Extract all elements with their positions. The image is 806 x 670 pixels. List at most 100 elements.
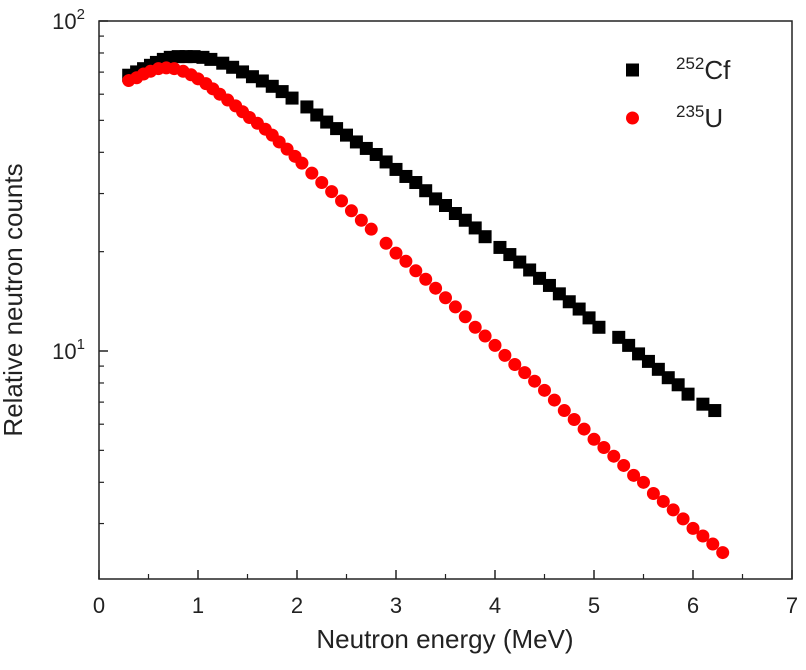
data-point-circle [439, 291, 452, 305]
data-point-square [419, 184, 433, 198]
data-point-square [661, 371, 675, 385]
data-point-square [369, 147, 383, 161]
data-point-square [340, 128, 353, 142]
data-point-square [439, 199, 452, 212]
data-point-circle [716, 546, 730, 560]
x-tick-label: 0 [93, 593, 105, 618]
data-point-square [572, 302, 586, 316]
data-point-square [310, 108, 324, 122]
data-point-square [389, 162, 403, 176]
data-point-circle [508, 358, 522, 372]
data-point-circle [538, 383, 551, 397]
data-point-square [349, 135, 363, 149]
data-point-square [429, 192, 443, 206]
data-point-circle [468, 320, 482, 334]
data-point-circle [488, 338, 502, 352]
data-point-circle [696, 529, 710, 543]
x-tick-label: 5 [588, 593, 600, 618]
data-point-square [255, 74, 269, 88]
data-point-circle [478, 329, 492, 343]
data-point-square [468, 221, 482, 235]
x-tick-label: 1 [192, 593, 204, 618]
data-point-circle [344, 204, 358, 218]
data-point-circle [676, 512, 690, 526]
data-point-circle [587, 432, 601, 446]
data-point-square [236, 65, 250, 79]
data-point-square [330, 122, 344, 136]
data-point-square [562, 295, 576, 309]
legend-marker-circle [626, 111, 639, 125]
data-point-square [448, 207, 462, 221]
data-point-square [216, 56, 230, 70]
data-point-circle [656, 494, 670, 508]
data-point-square [265, 79, 279, 93]
data-point-square [681, 387, 695, 401]
data-point-circle [637, 475, 650, 489]
data-point-circle [429, 281, 443, 295]
x-tick-label: 3 [390, 593, 402, 618]
data-point-square [696, 397, 710, 411]
data-point-circle [706, 537, 720, 551]
data-point-square [641, 354, 655, 368]
x-axis-title: Neutron energy (MeV) [316, 624, 573, 654]
legend-marker-square [626, 63, 639, 77]
data-point-square [622, 338, 636, 352]
data-point-circle [325, 185, 339, 199]
data-point-square [592, 320, 606, 334]
data-point-square [300, 100, 314, 114]
data-point-square [582, 311, 596, 325]
data-point-circle [627, 468, 641, 482]
data-point-circle [577, 422, 591, 436]
data-point-circle [607, 449, 621, 463]
data-point-circle [379, 236, 393, 250]
data-point-circle [686, 521, 700, 535]
data-point-circle [335, 194, 349, 208]
data-point-circle [617, 458, 631, 472]
data-point-square [478, 230, 492, 244]
data-point-square [612, 330, 626, 344]
data-point-square [513, 255, 527, 269]
data-point-circle [547, 393, 561, 407]
data-point-square [632, 347, 646, 361]
data-point-square [523, 263, 537, 277]
data-point-circle [295, 156, 309, 170]
series-0 [122, 50, 722, 418]
data-point-circle [305, 166, 319, 180]
data-point-circle [567, 413, 581, 427]
data-point-circle [448, 300, 462, 314]
data-point-circle [399, 254, 413, 268]
data-point-square [275, 85, 289, 99]
data-point-circle [458, 310, 472, 324]
legend-label: 235U [676, 102, 723, 133]
data-point-square [320, 115, 334, 129]
x-tick-label: 7 [786, 593, 798, 618]
data-point-square [379, 155, 393, 169]
data-point-circle [389, 246, 403, 260]
data-point-square [245, 70, 259, 84]
data-point-circle [518, 366, 532, 380]
data-point-square [226, 60, 240, 74]
x-tick-label: 2 [291, 593, 303, 618]
data-point-circle [646, 486, 660, 500]
y-tick-label: 101 [52, 336, 85, 364]
x-tick-label: 6 [687, 593, 699, 618]
legend-label: 252Cf [676, 54, 731, 85]
data-point-square [708, 404, 722, 418]
data-point-circle [419, 272, 433, 286]
data-point-square [493, 240, 507, 254]
data-point-circle [528, 374, 542, 388]
data-point-circle [557, 404, 571, 418]
data-point-circle [409, 264, 423, 278]
data-point-square [552, 287, 566, 301]
data-point-square [204, 52, 218, 66]
data-point-square [651, 362, 665, 376]
data-point-circle [498, 348, 512, 362]
data-marks [122, 50, 730, 560]
data-point-circle [354, 213, 368, 227]
data-point-square [503, 248, 517, 262]
data-point-square [285, 91, 299, 105]
data-point-square [458, 213, 472, 227]
y-axis-title: Relative neutron counts [0, 163, 28, 436]
legend: 252Cf 235U [626, 54, 731, 133]
